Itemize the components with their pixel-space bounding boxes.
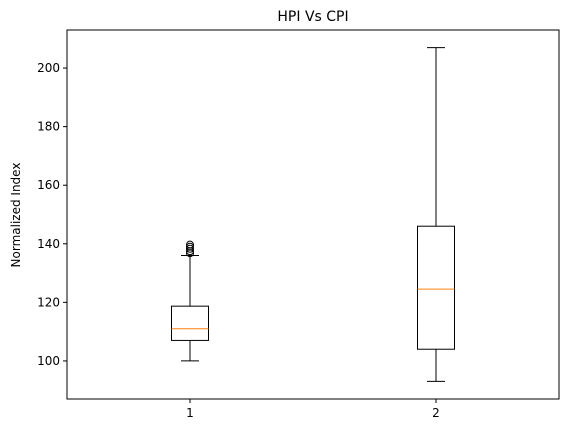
outlier-point: [186, 242, 194, 251]
outlier-point: [186, 247, 194, 256]
x-tick-label: 1: [186, 406, 194, 420]
axes-frame: [66, 29, 560, 400]
y-tick-label: 120: [37, 295, 60, 309]
y-tick-label: 100: [37, 354, 60, 368]
x-tick-label: 2: [432, 406, 440, 420]
y-tick-label: 160: [37, 178, 60, 192]
y-tick-label: 140: [37, 237, 60, 251]
iqr-box: [417, 225, 455, 350]
y-axis-label: Normalized Index: [9, 163, 23, 268]
y-tick-label: 200: [37, 61, 60, 75]
outlier-point: [186, 244, 194, 253]
chart-title: HPI Vs CPI: [277, 9, 348, 25]
outlier-point: [186, 240, 194, 249]
plot-area: 100 120 140 160 180 200 1 2: [37, 47, 455, 420]
iqr-box: [171, 305, 209, 341]
y-tick-label: 180: [37, 120, 60, 134]
outlier-point: [186, 249, 194, 258]
